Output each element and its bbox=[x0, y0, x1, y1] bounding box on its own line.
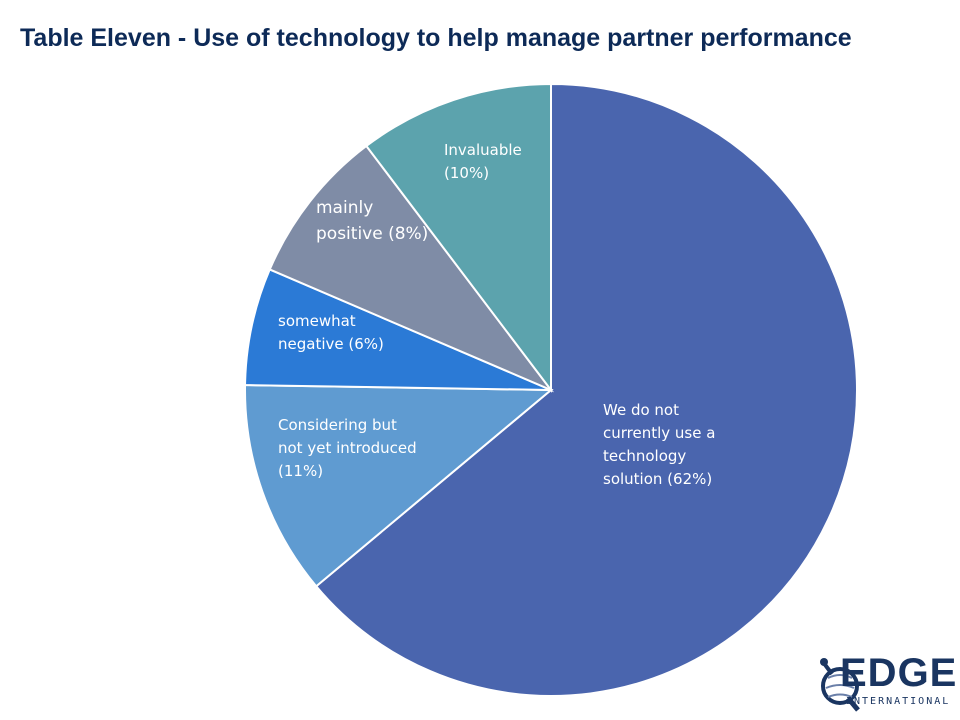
slice-label-line: currently use a bbox=[603, 424, 715, 442]
globe-icon bbox=[820, 658, 860, 712]
slice-label-line: positive (8%) bbox=[316, 224, 428, 244]
slice-label-1: Considering but not yet introduced (11%) bbox=[278, 416, 417, 480]
slice-label-line: not yet introduced bbox=[278, 439, 417, 457]
slice-label-line: mainly bbox=[316, 198, 373, 218]
slice-label-4: Invaluable (10%) bbox=[444, 141, 522, 182]
logo-wordmark: EDGE bbox=[840, 651, 958, 695]
slice-label-line: somewhat bbox=[278, 312, 356, 330]
slice-label-line: (10%) bbox=[444, 164, 489, 182]
slice-label-line: negative (6%) bbox=[278, 335, 384, 353]
slice-label-line: Invaluable bbox=[444, 141, 522, 159]
slice-label-line: solution (62%) bbox=[603, 470, 712, 488]
slice-label-3: mainly positive (8%) bbox=[316, 198, 428, 244]
slice-label-line: Considering but bbox=[278, 416, 397, 434]
chart-title: Table Eleven - Use of technology to help… bbox=[20, 24, 852, 52]
pie-slice-2 bbox=[244, 268, 552, 391]
slice-label-2: somewhat negative (6%) bbox=[278, 312, 384, 353]
slice-label-0: We do not currently use a technology soluti… bbox=[603, 401, 715, 488]
pie-slice-4 bbox=[364, 82, 552, 393]
slice-label-line: (11%) bbox=[278, 462, 323, 480]
pie-slice-1 bbox=[244, 384, 554, 588]
slice-label-line: technology bbox=[603, 447, 686, 465]
pie-slice-3 bbox=[268, 144, 555, 393]
pie-slice-0 bbox=[314, 82, 858, 697]
slice-label-line: We do not bbox=[603, 401, 679, 419]
logo-subtitle: INTERNATIONAL bbox=[846, 696, 951, 707]
